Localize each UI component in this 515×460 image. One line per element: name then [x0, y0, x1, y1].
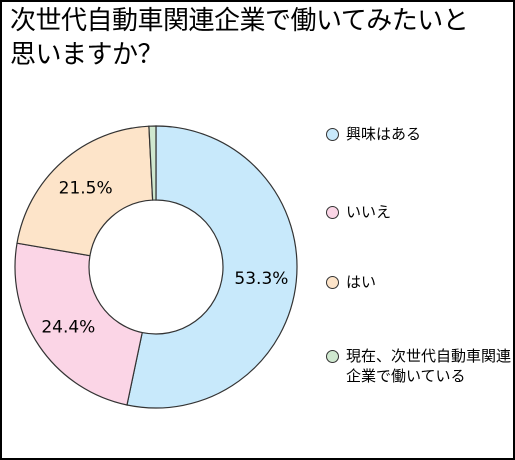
slice-interested — [126, 125, 298, 409]
chart-title-line-1: 次世代自動車関連企業で働いてみたいと — [10, 6, 469, 36]
legend-label-no: いいえ — [346, 203, 392, 221]
slice-currently-working — [148, 125, 157, 201]
legend-swatch-no — [326, 206, 339, 219]
legend-label-interested: 興味はある — [346, 125, 422, 143]
slice-no — [14, 242, 143, 406]
chart-title: 次世代自動車関連企業で働いてみたいと 思いますか？ — [10, 4, 508, 72]
slice-yes — [16, 125, 154, 257]
slice-yes-label: 21.5% — [59, 179, 113, 199]
legend-swatch-interested — [326, 128, 339, 141]
chart-title-line-2: 思いますか？ — [10, 40, 164, 70]
slice-interested-label: 53.3% — [234, 269, 288, 289]
slice-no-label: 24.4% — [41, 318, 95, 338]
legend-swatch-currently-working — [326, 350, 339, 363]
legend-label-currently-working: 現在、次世代自動車関連企業で働いている — [346, 347, 512, 385]
legend-label-yes: はい — [346, 273, 377, 291]
legend-swatch-yes — [326, 276, 339, 289]
